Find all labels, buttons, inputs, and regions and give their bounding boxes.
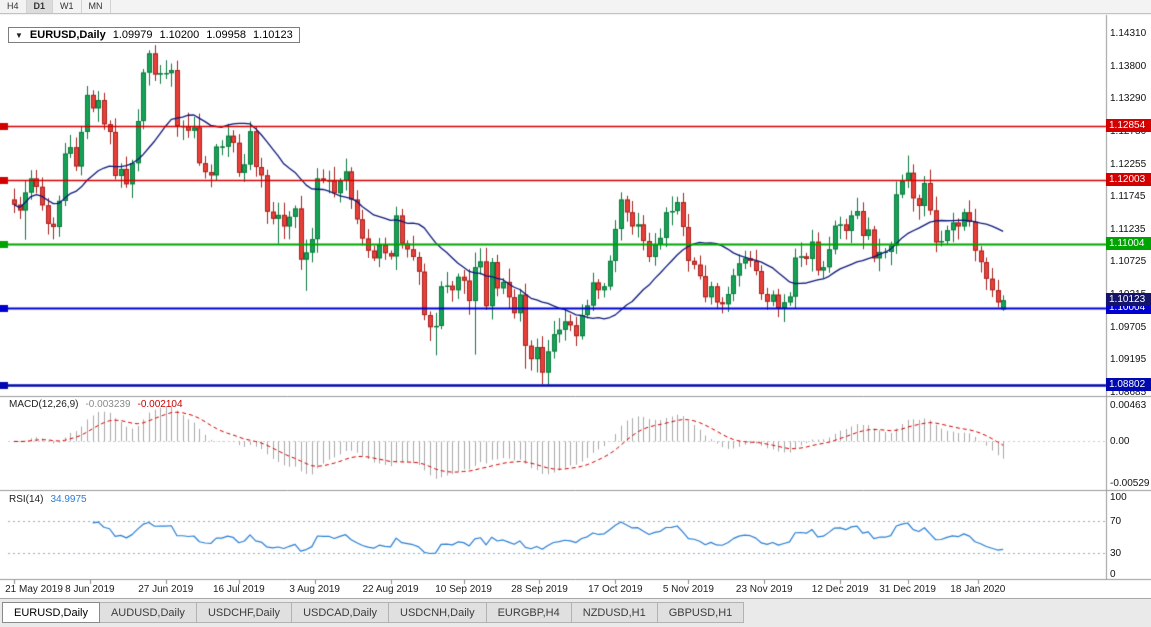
- rsi-axis-tick: 0: [1110, 569, 1116, 580]
- price-tick-label: 1.13800: [1110, 60, 1147, 72]
- rsi-name: RSI(14): [9, 494, 44, 505]
- rsi-axis-tick: 30: [1110, 548, 1122, 559]
- price-tick-label: 1.11235: [1110, 223, 1146, 235]
- collapse-chevron-icon[interactable]: ▼: [15, 30, 23, 40]
- chart-tab-gbpusd-h1[interactable]: GBPUSD,H1: [656, 602, 745, 623]
- ohlc-close-value: 1.10123: [253, 29, 293, 41]
- ohlc-low-value: 1.09958: [206, 29, 247, 41]
- macd-axis-tick: 0.00463: [1110, 400, 1147, 411]
- chart-tab-usdcad-daily[interactable]: USDCAD,Daily: [291, 602, 390, 623]
- macd-name: MACD(12,26,9): [9, 399, 79, 410]
- level-price-badge: 1.12854: [1106, 119, 1151, 132]
- symbol-period-label: EURUSD,Daily: [29, 29, 106, 41]
- macd-axis-tick: -0.00529: [1110, 478, 1150, 489]
- chart-tab-eurusd-daily[interactable]: EURUSD,Daily: [2, 602, 100, 623]
- rsi-axis-tick: 70: [1110, 516, 1122, 527]
- macd-main-value: -0.003239: [85, 399, 131, 410]
- date-tick-label: 10 Sep 2019: [435, 584, 492, 595]
- price-tick-label: 1.09705: [1110, 321, 1147, 333]
- timeframe-button-d1[interactable]: D1: [26, 0, 54, 13]
- level-price-badge: 1.12003: [1106, 173, 1151, 186]
- date-tick-label: 17 Oct 2019: [588, 584, 643, 595]
- chart-tab-bar: EURUSD,Daily AUDUSD,Daily USDCHF,Daily USDC…: [0, 598, 1151, 627]
- level-price-badge: 1.11004: [1106, 237, 1151, 250]
- price-tick-label: 1.12255: [1110, 158, 1147, 170]
- date-tick-label: 27 Jun 2019: [138, 584, 194, 595]
- date-tick-label: 16 Jul 2019: [212, 584, 265, 595]
- chart-title-box: ▼ EURUSD,Daily 1.09979 1.10200 1.09958 1…: [8, 27, 300, 43]
- date-tick-label: 18 Jan 2020: [950, 584, 1006, 595]
- chart-tab-nzdusd-h1[interactable]: NZDUSD,H1: [570, 602, 658, 623]
- chart-tab-usdchf-daily[interactable]: USDCHF,Daily: [195, 602, 293, 623]
- rsi-axis-tick: 100: [1110, 492, 1127, 503]
- timeframe-toolbar: H4 D1 W1 MN: [0, 0, 1151, 14]
- date-tick-label: 22 Aug 2019: [362, 584, 419, 595]
- chart-tab-usdcnh-daily[interactable]: USDCNH,Daily: [388, 602, 487, 623]
- rsi-value: 34.9975: [50, 494, 87, 505]
- macd-indicator-label: MACD(12,26,9) -0.003239 -0.002104: [9, 399, 183, 410]
- price-tick-label: 1.13290: [1110, 93, 1147, 105]
- ohlc-high-value: 1.10200: [159, 29, 200, 41]
- price-tick-label: 1.11745: [1110, 191, 1146, 203]
- date-tick-label: 23 Nov 2019: [735, 584, 793, 595]
- timeframe-button-h4[interactable]: H4: [0, 0, 27, 13]
- timeframe-button-mn[interactable]: MN: [82, 0, 111, 13]
- price-tick-label: 1.10725: [1110, 256, 1147, 268]
- level-price-badge: 1.08802: [1106, 378, 1151, 391]
- current-price-badge: 1.10123: [1106, 293, 1151, 306]
- date-tick-label: 21 May 2019: [5, 584, 63, 595]
- date-tick-label: 28 Sep 2019: [511, 584, 568, 595]
- timeframe-button-w1[interactable]: W1: [53, 0, 82, 13]
- price-tick-label: 1.08685: [1110, 386, 1147, 398]
- date-tick-label: 8 Jun 2019: [65, 584, 115, 595]
- price-tick-label: 1.14310: [1110, 28, 1147, 39]
- date-tick-label: 31 Dec 2019: [879, 584, 936, 595]
- date-tick-label: 12 Dec 2019: [811, 584, 869, 595]
- chart-tab-eurgbp-h4[interactable]: EURGBP,H4: [485, 602, 572, 623]
- date-tick-label: 3 Aug 2019: [289, 584, 340, 595]
- rsi-indicator-label: RSI(14) 34.9975: [9, 494, 87, 505]
- price-tick-label: 1.09195: [1110, 354, 1147, 366]
- macd-signal-value: -0.002104: [137, 399, 183, 410]
- macd-axis-tick: 0.00: [1110, 436, 1130, 447]
- date-tick-label: 5 Nov 2019: [662, 584, 714, 595]
- chart-tab-audusd-daily[interactable]: AUDUSD,Daily: [98, 602, 197, 623]
- ohlc-open-value: 1.09979: [112, 29, 153, 41]
